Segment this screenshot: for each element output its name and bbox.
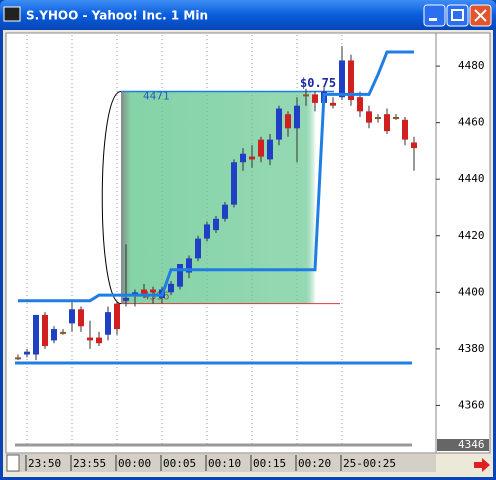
x-tick-label: 23:50 [28, 457, 61, 470]
candle-body [222, 204, 228, 219]
candle-body [60, 331, 66, 334]
y-tick-label: 4460 [458, 116, 485, 129]
candle-body [303, 94, 309, 97]
axis-box [6, 454, 20, 472]
candle-body [78, 309, 84, 327]
candle-body [411, 142, 417, 149]
y-tick-label: 4400 [458, 285, 485, 298]
candle-body [168, 283, 174, 293]
candle-body [42, 314, 48, 347]
cursor-value-box [437, 439, 489, 451]
x-tick-label: 00:10 [208, 457, 241, 470]
candle-body [240, 153, 246, 163]
candle-body [357, 97, 363, 112]
cursor-value: 4346 [458, 438, 485, 451]
candle-body [249, 156, 255, 160]
candle-body [267, 139, 273, 160]
candle-body [195, 238, 201, 259]
candle-body [375, 117, 381, 119]
candle-body [393, 117, 399, 119]
candle-body [213, 218, 219, 231]
y-tick-label: 4420 [458, 229, 485, 242]
candle-body [366, 111, 372, 123]
x-tick-label: 00:20 [298, 457, 331, 470]
profit-label: $0.75 [300, 76, 336, 90]
app-icon [3, 6, 21, 22]
candle-body [186, 258, 192, 273]
y-tick-label: 4440 [458, 172, 485, 185]
candle-body [141, 289, 147, 296]
trail-line [18, 50, 414, 303]
candle-body [231, 162, 237, 205]
candle-body [276, 108, 282, 140]
title-bar [0, 0, 496, 30]
window-title: S.YHOO - Yahoo! Inc. 1 Min [26, 9, 208, 23]
candle-body [285, 114, 291, 129]
y-tick-label: 4360 [458, 398, 485, 411]
x-tick-label: 00:15 [253, 457, 286, 470]
candle-body [339, 60, 345, 98]
close-button[interactable] [469, 4, 492, 27]
y-tick-label: 4380 [458, 342, 485, 355]
candle-body [204, 224, 210, 239]
x-tick-label: 23:55 [73, 457, 106, 470]
candle-body [114, 303, 120, 330]
candle-body [150, 289, 156, 293]
candle-body [402, 119, 408, 140]
candle-body [15, 357, 21, 360]
candle-body [69, 309, 75, 324]
candle-body [348, 60, 354, 101]
maximize-button[interactable] [446, 4, 469, 27]
candle-body [294, 105, 300, 129]
scroll-right-arrow[interactable] [474, 458, 490, 472]
x-tick-label: 00:00 [118, 457, 151, 470]
plot: 23:50 23:55 00:00 00:05 00:10 00:15 00:20 25-00… [15, 35, 489, 471]
candle-body [312, 94, 318, 103]
candle-body [96, 337, 102, 344]
candle-body [105, 312, 111, 335]
y-tick-label: 4480 [458, 59, 485, 72]
minimize-button[interactable] [423, 4, 446, 27]
candle-body [384, 114, 390, 132]
x-tick-label: 00:05 [163, 457, 196, 470]
candle-body [33, 314, 39, 355]
candle-body [258, 139, 264, 157]
range-top-label: 4471 [143, 90, 170, 103]
candle-body [177, 264, 183, 287]
candle-body [24, 351, 30, 355]
x-tick-label: 25-00:25 [343, 457, 396, 470]
candle-body [51, 329, 57, 341]
candle-body [123, 297, 129, 301]
candle-body [87, 337, 93, 341]
time-axis [6, 454, 436, 472]
candle-body [330, 102, 336, 106]
